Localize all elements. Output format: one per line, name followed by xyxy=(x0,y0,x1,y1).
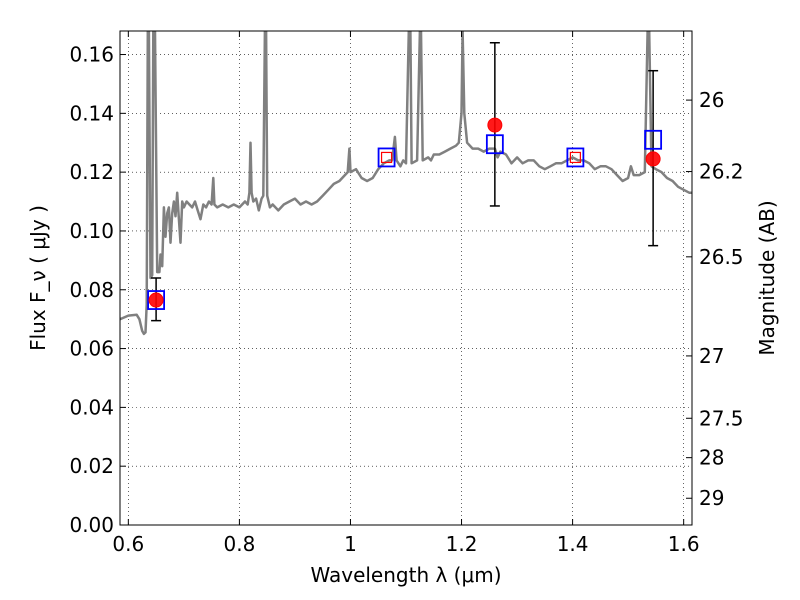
y-tick-label: 0.00 xyxy=(69,513,114,537)
data-points-layer xyxy=(147,42,663,322)
model-band-marker xyxy=(147,290,165,310)
observed-flux-point xyxy=(487,117,503,133)
x-axis-title: Wavelength λ (μm) xyxy=(310,563,501,587)
observed-flux-point xyxy=(569,151,581,164)
model-spectrum-layer xyxy=(120,31,692,336)
y2-tick-label: 26.5 xyxy=(699,245,744,269)
y-tick-label: 0.06 xyxy=(69,337,114,361)
model-band-marker xyxy=(485,134,504,155)
y2-axis-title: Magnitude (AB) xyxy=(755,200,779,355)
y-axis-title: Flux F_ν ( μJy ) xyxy=(26,205,50,351)
x-tick-label: 0.6 xyxy=(112,532,144,556)
x-tick-label: 1.6 xyxy=(668,532,700,556)
model-band-marker xyxy=(377,147,396,168)
x-tick-label: 1.2 xyxy=(446,532,478,556)
x-tick-label: 0.8 xyxy=(223,532,255,556)
y-tick-label: 0.08 xyxy=(69,278,114,302)
y-tick-label: 0.04 xyxy=(69,395,114,419)
y2-tick-label: 26 xyxy=(699,88,724,112)
observed-flux-point xyxy=(148,292,164,308)
x-tick-label: 1 xyxy=(344,532,357,556)
observed-flux-point xyxy=(380,151,393,164)
y2-tick-label: 26.2 xyxy=(699,160,744,184)
plot-frame xyxy=(119,30,693,526)
axis-ticks: 0.6 0.8 1 1.2 1.4 1.6 0.00 0.02 0.04 0.06 0.08 0.10… xyxy=(69,31,744,556)
y2-tick-label: 27.5 xyxy=(699,406,744,430)
model-band-marker xyxy=(566,147,585,168)
y-tick-label: 0.10 xyxy=(69,219,114,243)
y-tick-label: 0.14 xyxy=(69,101,114,125)
y2-tick-label: 27 xyxy=(699,344,724,368)
x-tick-label: 1.4 xyxy=(557,532,589,556)
y2-tick-label: 28 xyxy=(699,446,724,470)
model-spectrum-line xyxy=(120,31,692,336)
model-band-marker xyxy=(644,129,663,150)
y-tick-label: 0.16 xyxy=(69,43,114,67)
y2-tick-label: 29 xyxy=(699,486,724,510)
y-tick-label: 0.12 xyxy=(69,160,114,184)
observed-flux-point xyxy=(645,151,661,167)
y-tick-label: 0.02 xyxy=(69,454,114,478)
